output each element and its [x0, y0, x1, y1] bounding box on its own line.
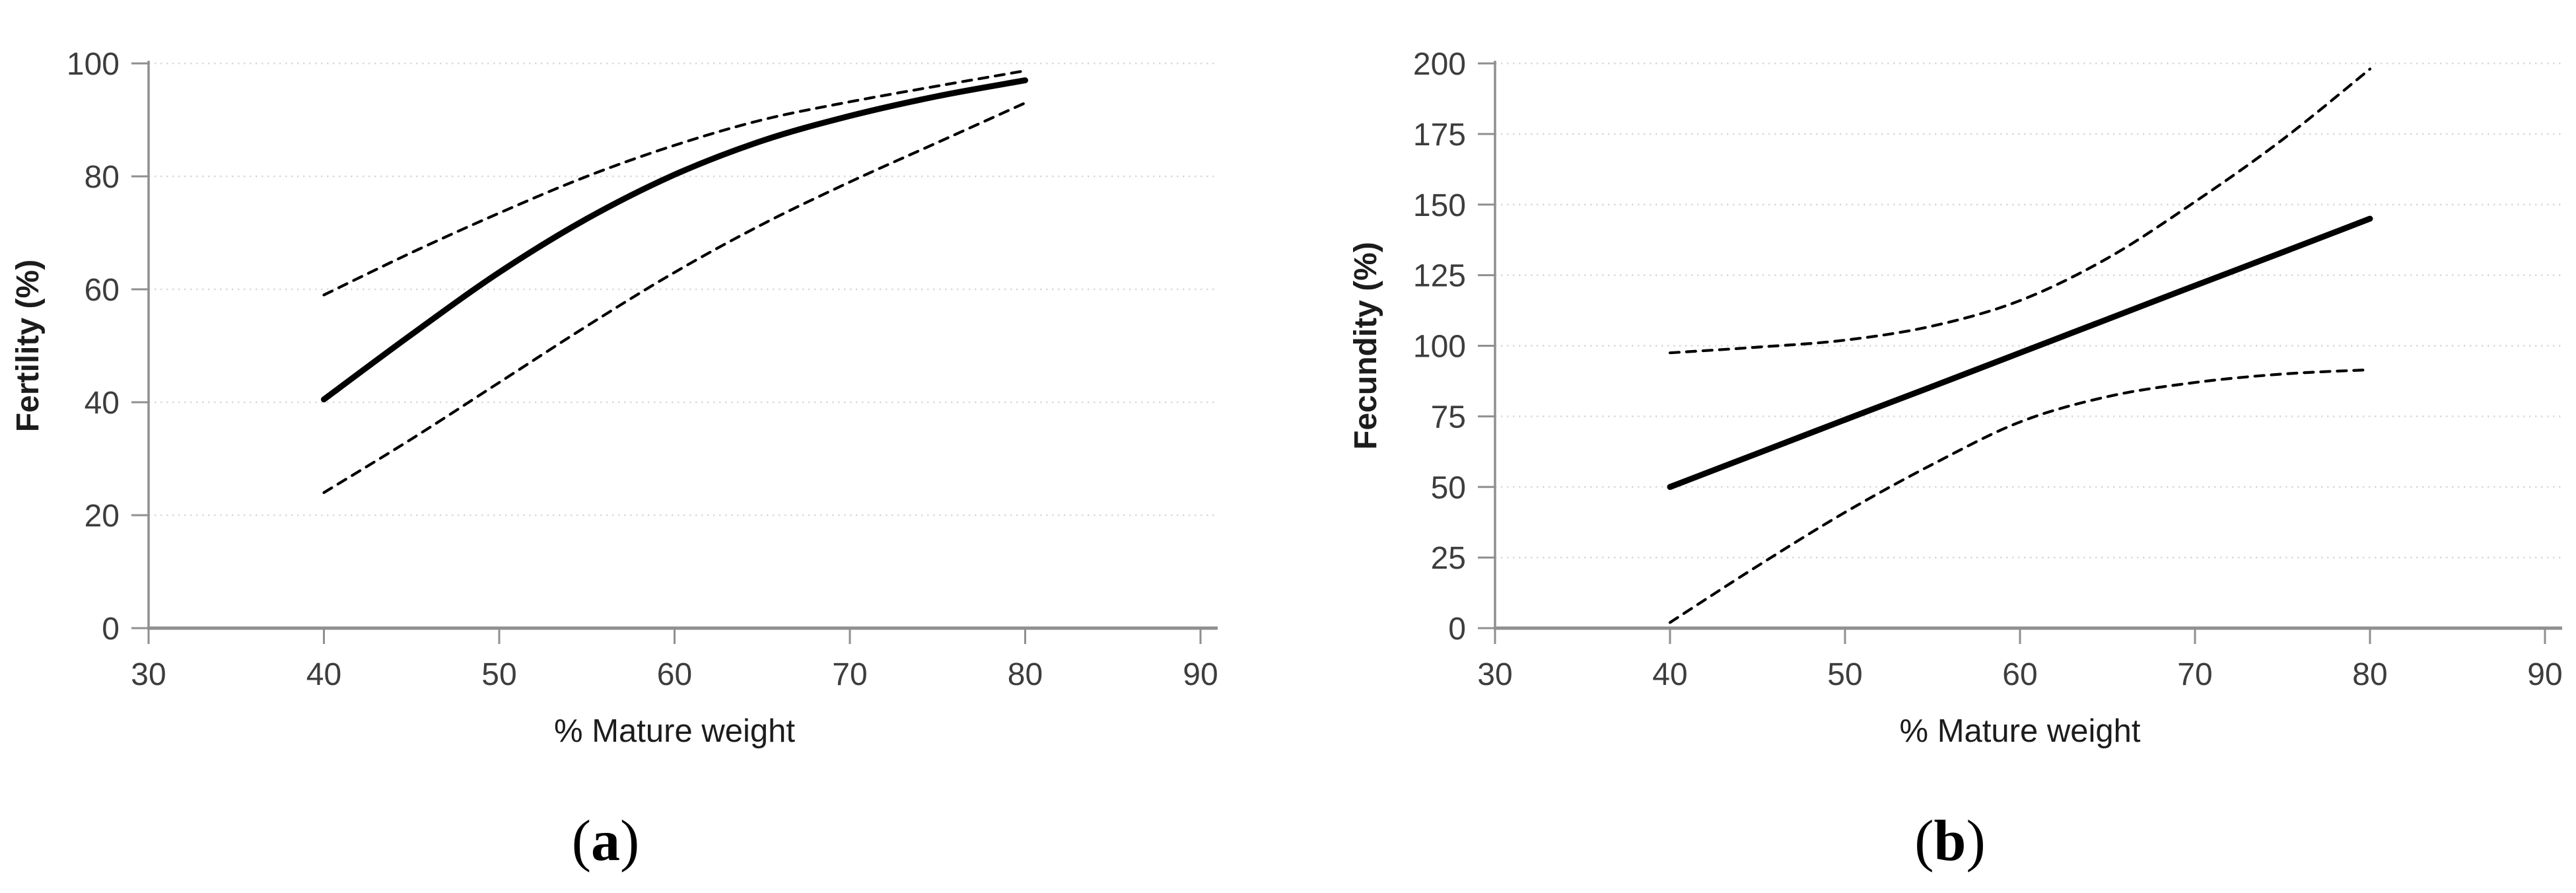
- lower-confidence-band-curve: [322, 101, 1027, 494]
- y-tick-label-0: 0: [1448, 612, 1466, 647]
- upper-confidence-band-curve: [1668, 67, 2372, 355]
- y-tick-label-80: 80: [85, 160, 120, 195]
- x-tick-label-30: 30: [131, 657, 166, 692]
- x-tick-label-90: 90: [2527, 657, 2562, 692]
- y-axis-title: Fertility (%): [11, 260, 46, 432]
- caption-paren-open: (: [1914, 809, 1934, 873]
- x-tick-label-60: 60: [657, 657, 692, 692]
- figure-caption-b: (b): [1306, 761, 2576, 893]
- x-tick-label-50: 50: [481, 657, 516, 692]
- x-axis-title: % Mature weight: [554, 713, 795, 749]
- lower-confidence-band-curve: [1668, 368, 2372, 624]
- fitted-fertility-curve: [321, 77, 1028, 403]
- y-tick-label-100: 100: [1413, 330, 1466, 365]
- y-tick-label-0: 0: [102, 612, 120, 647]
- x-tick-label-70: 70: [832, 657, 867, 692]
- y-tick-label-20: 20: [85, 499, 120, 534]
- x-tick-label-80: 80: [2352, 657, 2387, 692]
- x-axis-title: % Mature weight: [1900, 713, 2141, 749]
- fitted-fecundity-curve: [1667, 215, 2373, 490]
- x-tick-label-90: 90: [1183, 657, 1218, 692]
- y-tick-label-25: 25: [1431, 541, 1466, 576]
- panel-b: 30 40 50 60 70 80 90 0 25 50 75 100 125 150 175 200 % Ma…: [1288, 0, 2575, 893]
- y-tick-label-75: 75: [1431, 400, 1466, 435]
- y-tick-label-125: 125: [1413, 259, 1466, 294]
- y-tick-label-175: 175: [1413, 118, 1466, 153]
- x-tick-label-60: 60: [2002, 657, 2037, 692]
- x-tick-label-70: 70: [2177, 657, 2212, 692]
- y-tick-label-40: 40: [85, 386, 120, 421]
- y-axis-title: Fecundity (%): [1348, 242, 1383, 450]
- caption-paren-close: ): [620, 809, 640, 873]
- x-tick-label-30: 30: [1477, 657, 1512, 692]
- x-tick-label-40: 40: [306, 657, 341, 692]
- x-tick-label-50: 50: [1827, 657, 1862, 692]
- x-tick-label-80: 80: [1008, 657, 1043, 692]
- caption-letter: a: [591, 809, 620, 873]
- y-tick-label-100: 100: [67, 47, 120, 82]
- figure-caption-a: (a): [0, 761, 1249, 893]
- fertility-chart: 30 40 50 60 70 80 90 0 20 40 60 80 100 % Mature weigh…: [11, 47, 1218, 749]
- upper-confidence-band-curve: [322, 69, 1027, 297]
- panel-a: 30 40 50 60 70 80 90 0 20 40 60 80 100 % Mature weigh…: [0, 47, 1249, 893]
- caption-paren-open: (: [571, 809, 591, 873]
- y-tick-label-60: 60: [85, 273, 120, 308]
- y-tick-label-50: 50: [1431, 470, 1466, 505]
- caption-paren-close: ): [1966, 809, 1986, 873]
- x-tick-label-40: 40: [1652, 657, 1687, 692]
- caption-letter: b: [1933, 809, 1967, 873]
- y-tick-label-150: 150: [1413, 188, 1466, 223]
- y-tick-label-200: 200: [1413, 47, 1466, 82]
- fecundity-chart: 30 40 50 60 70 80 90 0 25 50 75 100 125 150 175 200 % Ma…: [1348, 47, 2563, 749]
